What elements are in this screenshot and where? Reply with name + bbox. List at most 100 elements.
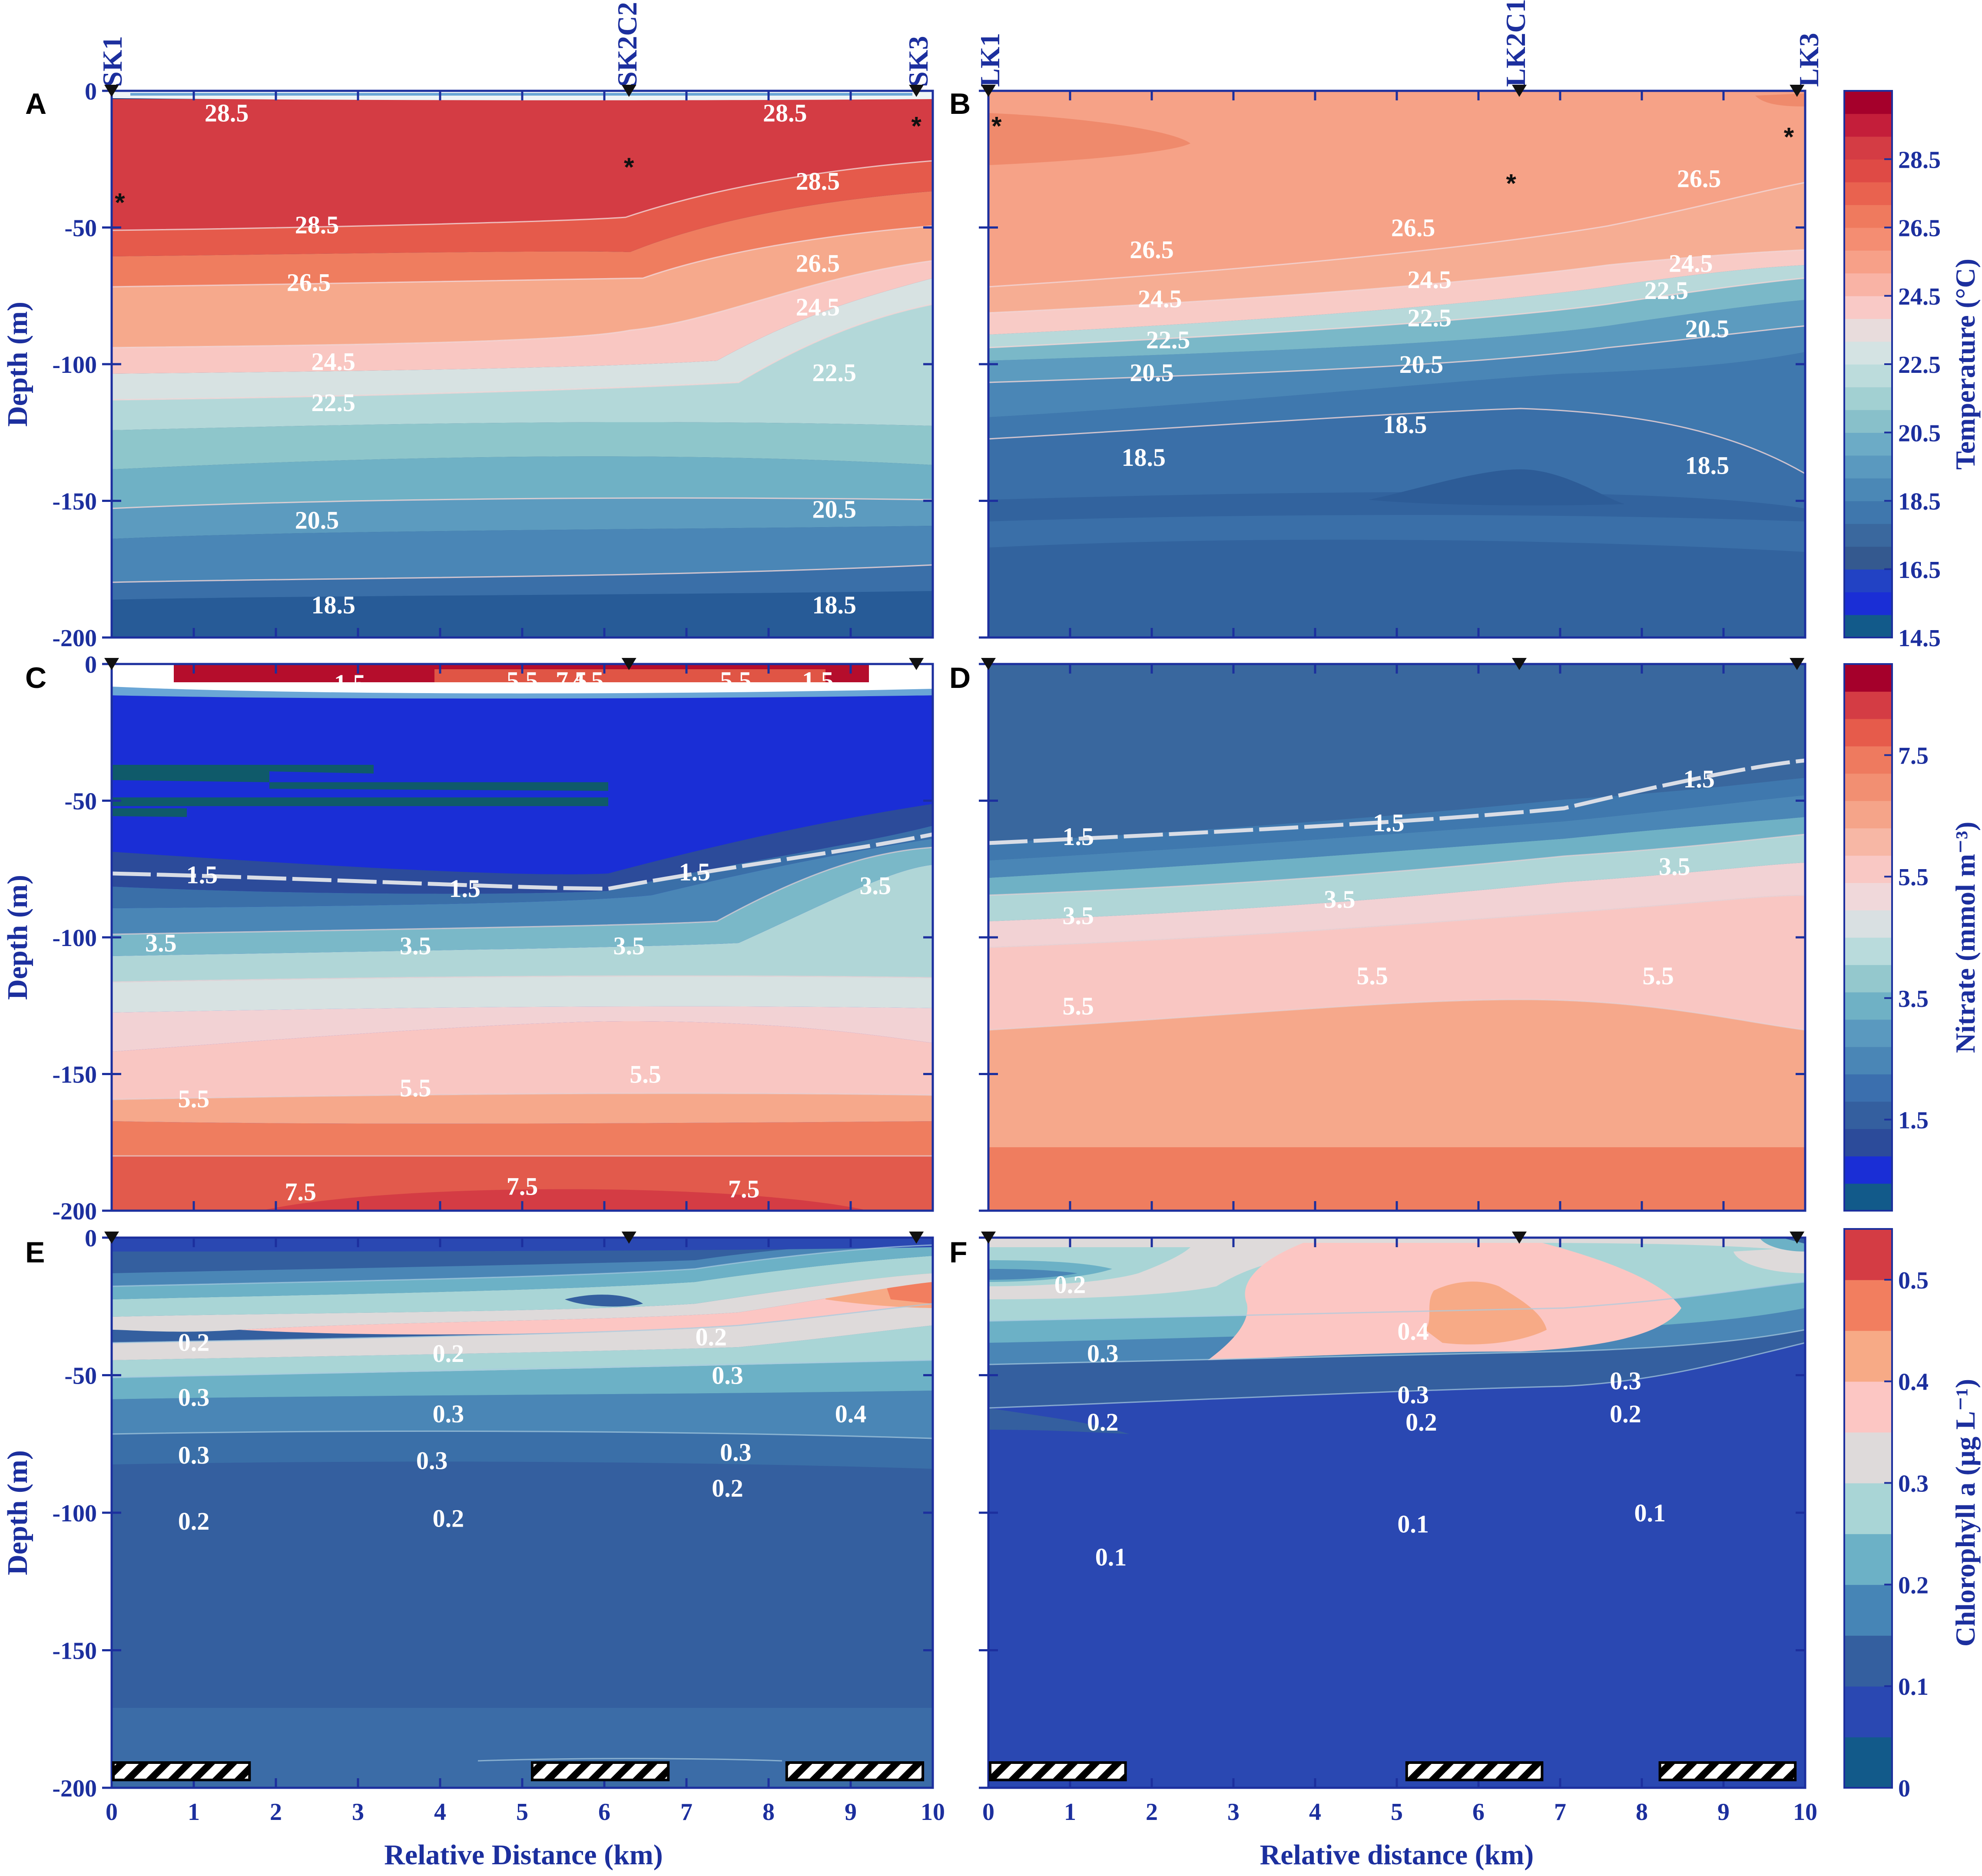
station-marker [104,658,119,670]
panel-letter-f: F [949,1236,968,1269]
contour-label: 26.5 [1391,214,1435,242]
contour-label: 0.2 [1610,1400,1641,1428]
contour-label: 18.5 [812,591,856,619]
station-marker [1512,1232,1527,1244]
y-tick-label: -200 [52,625,97,652]
colorbar-segment [1844,387,1892,410]
station-marker [1790,1232,1805,1244]
contour-label: 3.5 [613,932,645,960]
colorbar-segment [1844,614,1892,638]
night-bar [1658,1761,1797,1781]
night-bar [530,1761,670,1781]
contour-label: 0.1 [1095,1543,1127,1571]
mld-marker: * [624,153,634,182]
contour-label: 5.5 [507,667,538,695]
station-sk2c2: SK2C2 [612,2,643,87]
colorbar-segment [1844,1686,1892,1737]
y-tick-label: -150 [52,1638,97,1665]
colorbar-segment [1844,113,1892,137]
y-tick-label: -150 [52,488,97,515]
contour-label: 5.5 [400,1074,431,1102]
colorbar-segment [1844,136,1892,160]
colorbar-segment [1844,828,1892,856]
contour-label: 5.5 [1063,992,1094,1020]
station-marker [981,1232,996,1244]
colorbar-tick-label: 16.5 [1898,557,1941,584]
contour-label: 3.5 [1324,885,1356,913]
contour-label: 24.5 [796,293,840,321]
x-tick-label: 4 [434,1799,446,1826]
contour-label: 18.5 [1685,452,1730,480]
contour-label: 3.5 [1063,902,1094,930]
panel-letter-e: E [25,1236,45,1269]
contour-label: 0.2 [433,1339,464,1368]
colorbar-tick-label: 3.5 [1898,986,1929,1013]
contour-label: 1.5 [449,874,481,903]
contour-label: 7.5 [728,1175,760,1203]
contour-label: 20.5 [295,506,339,535]
x-tick-label: 0 [982,1799,994,1826]
panel-letters: A B C D E F [25,87,971,1269]
station-marker [981,85,996,97]
colorbar-segment [1844,569,1892,592]
station-marker [1790,658,1805,670]
colorbar-tick-label: 0 [1898,1775,1910,1802]
y-tick-label: -50 [64,788,97,815]
contour-label: 7.5 [507,1172,538,1200]
y-title-c: Depth (m) [2,875,33,1000]
colorbar-segment [1844,1183,1892,1211]
colorbar-segment [1844,1074,1892,1102]
contour-label: 22.5 [1146,325,1190,354]
station-marker [1512,85,1527,97]
x-tick-label: 1 [1064,1799,1076,1826]
station-marker [909,658,924,670]
y-tick-label: -50 [64,215,97,242]
contour-label: 0.2 [1087,1408,1119,1436]
contour-label: 3.5 [400,932,431,960]
contour-label: 28.5 [295,211,339,239]
contour-label: 22.5 [1407,304,1452,332]
colorbar-segment [1844,478,1892,501]
panel-e [112,1238,933,1788]
contour-labels: 28.5 28.528.528.526.526.524.524.5 22.522.5… [145,99,1729,1571]
contour-label: 0.3 [1087,1339,1119,1368]
x-tick-label: 5 [1391,1799,1403,1826]
colorbar-segment [1844,1229,1892,1280]
colorbar-tick-label: 0.2 [1898,1572,1929,1599]
colorbar-segment [1844,341,1892,365]
contour-label: 24.5 [1669,249,1713,277]
x-axis-titles: Relative Distance (km) Relative distance… [384,1839,1534,1871]
contour-label: 20.5 [1685,315,1730,343]
colorbar-segment [1844,1584,1892,1636]
x-tick-label: 8 [762,1799,775,1826]
contour-label: 22.5 [812,359,856,387]
contour-label: 1.5 [1683,765,1715,793]
y-title-a: Depth (m) [2,302,33,427]
contour-label: 28.5 [796,167,840,196]
mld-marker: * [1506,169,1517,198]
mld-marker: * [1784,123,1794,152]
contour-label: 24.5 [312,348,356,376]
panel-d [988,664,1805,1211]
station-sk1: SK1 [97,36,128,87]
contour-label: 1.5 [802,667,834,695]
colorbar-segment [1844,501,1892,524]
contour-label: 0.3 [178,1383,210,1411]
panel-letter-c: C [25,661,46,694]
y-tick-label: -200 [52,1198,97,1225]
y-tick-label: 0 [85,651,97,678]
contour-label: 26.5 [287,268,331,296]
colorbar-segment [1844,296,1892,319]
contour-label: 4.5 [572,667,604,695]
contour-label: 0.2 [1405,1408,1437,1436]
night-bar [1405,1761,1544,1781]
colorbar-segment [1844,546,1892,570]
panel-letter-d: D [949,661,971,694]
contour-label: 22.5 [1644,276,1689,305]
contour-label: 22.5 [312,388,356,417]
colorbar-segment [1844,455,1892,478]
y-tick-label: -100 [52,1500,97,1527]
mld-marker: * [991,111,1002,140]
contour-label: 0.2 [178,1328,210,1357]
